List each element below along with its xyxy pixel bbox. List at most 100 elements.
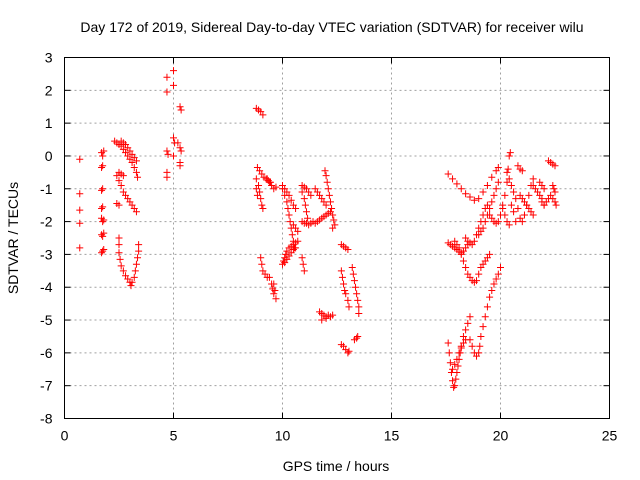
data-point [510, 208, 518, 216]
y-tick-label: -3 [40, 246, 53, 262]
data-point [354, 296, 362, 304]
data-point [177, 106, 185, 114]
data-point [116, 255, 124, 263]
data-point [479, 224, 487, 232]
data-point [529, 175, 537, 183]
data-point [299, 260, 307, 268]
data-point [449, 377, 457, 385]
data-point [462, 326, 470, 334]
data-point [501, 191, 509, 199]
data-point [128, 278, 136, 286]
data-point [338, 273, 346, 281]
x-tick-label: 0 [61, 428, 69, 444]
x-tick-label: 25 [602, 428, 618, 444]
data-point [445, 349, 453, 357]
data-point [520, 211, 528, 219]
data-point [322, 172, 330, 180]
data-point [286, 218, 294, 226]
data-point [301, 201, 309, 209]
data-point [444, 170, 452, 178]
data-point [300, 195, 308, 203]
data-point [128, 159, 136, 167]
data-point [449, 365, 457, 373]
data-point [488, 173, 496, 181]
data-point [525, 191, 533, 199]
data-point [330, 216, 338, 224]
data-point [451, 382, 459, 390]
data-point [119, 267, 127, 275]
chart-title: Day 172 of 2019, Sidereal Day-to-day VTE… [80, 19, 583, 35]
data-point [98, 163, 106, 171]
data-point [282, 250, 290, 258]
data-point [444, 339, 452, 347]
data-point [342, 290, 350, 298]
y-tick-label: -8 [40, 411, 53, 427]
data-point [170, 152, 177, 160]
data-point [283, 198, 291, 206]
data-point [507, 201, 515, 209]
y-tick-label: -6 [40, 345, 53, 361]
data-point [464, 319, 472, 327]
data-point [131, 267, 139, 275]
data-point [272, 183, 280, 191]
data-point [99, 218, 107, 226]
plot-frame [64, 57, 610, 419]
data-point [341, 287, 349, 295]
data-point [99, 162, 107, 170]
data-point [257, 195, 265, 203]
data-point [76, 206, 84, 214]
data-point [483, 181, 491, 189]
y-tick-label: 1 [45, 115, 53, 131]
data-point [494, 270, 502, 278]
data-point [176, 144, 184, 152]
y-tick-label: 0 [45, 148, 53, 164]
data-point [284, 204, 292, 212]
data-point [349, 270, 357, 278]
data-point [353, 334, 361, 342]
data-point [503, 168, 511, 176]
data-point [115, 177, 123, 185]
data-point [115, 249, 123, 257]
data-point [325, 191, 333, 199]
data-point [100, 245, 108, 253]
x-tick-label: 15 [384, 428, 400, 444]
data-point [329, 224, 337, 232]
data-point [551, 198, 559, 206]
data-point [170, 81, 177, 89]
y-tick-label: 3 [45, 50, 53, 66]
data-point [345, 347, 353, 355]
data-point [518, 167, 526, 175]
data-point [468, 342, 476, 350]
data-point [270, 290, 278, 298]
data-point [324, 185, 332, 193]
data-point [76, 219, 84, 227]
data-point [551, 162, 559, 170]
data-point [477, 332, 485, 340]
data-point [163, 147, 171, 155]
data-point [466, 193, 474, 201]
data-point [132, 208, 140, 216]
data-point [344, 296, 352, 304]
data-point [466, 336, 474, 344]
data-point [76, 244, 84, 252]
data-point [258, 260, 266, 268]
data-point [340, 280, 348, 288]
data-point [281, 191, 289, 199]
data-point [176, 103, 184, 111]
data-point [494, 178, 502, 186]
data-point [457, 344, 465, 352]
data-point [76, 155, 84, 163]
data-point [459, 257, 467, 265]
data-point [497, 264, 504, 272]
data-point [279, 185, 286, 193]
data-point [134, 254, 142, 262]
y-tick-label: -1 [40, 181, 53, 197]
data-point [550, 185, 558, 193]
data-point [130, 163, 138, 171]
data-point [307, 191, 315, 199]
data-point [453, 369, 461, 377]
data-point [99, 232, 107, 240]
data-point [292, 204, 300, 212]
data-point [163, 73, 171, 81]
data-point [265, 273, 273, 281]
